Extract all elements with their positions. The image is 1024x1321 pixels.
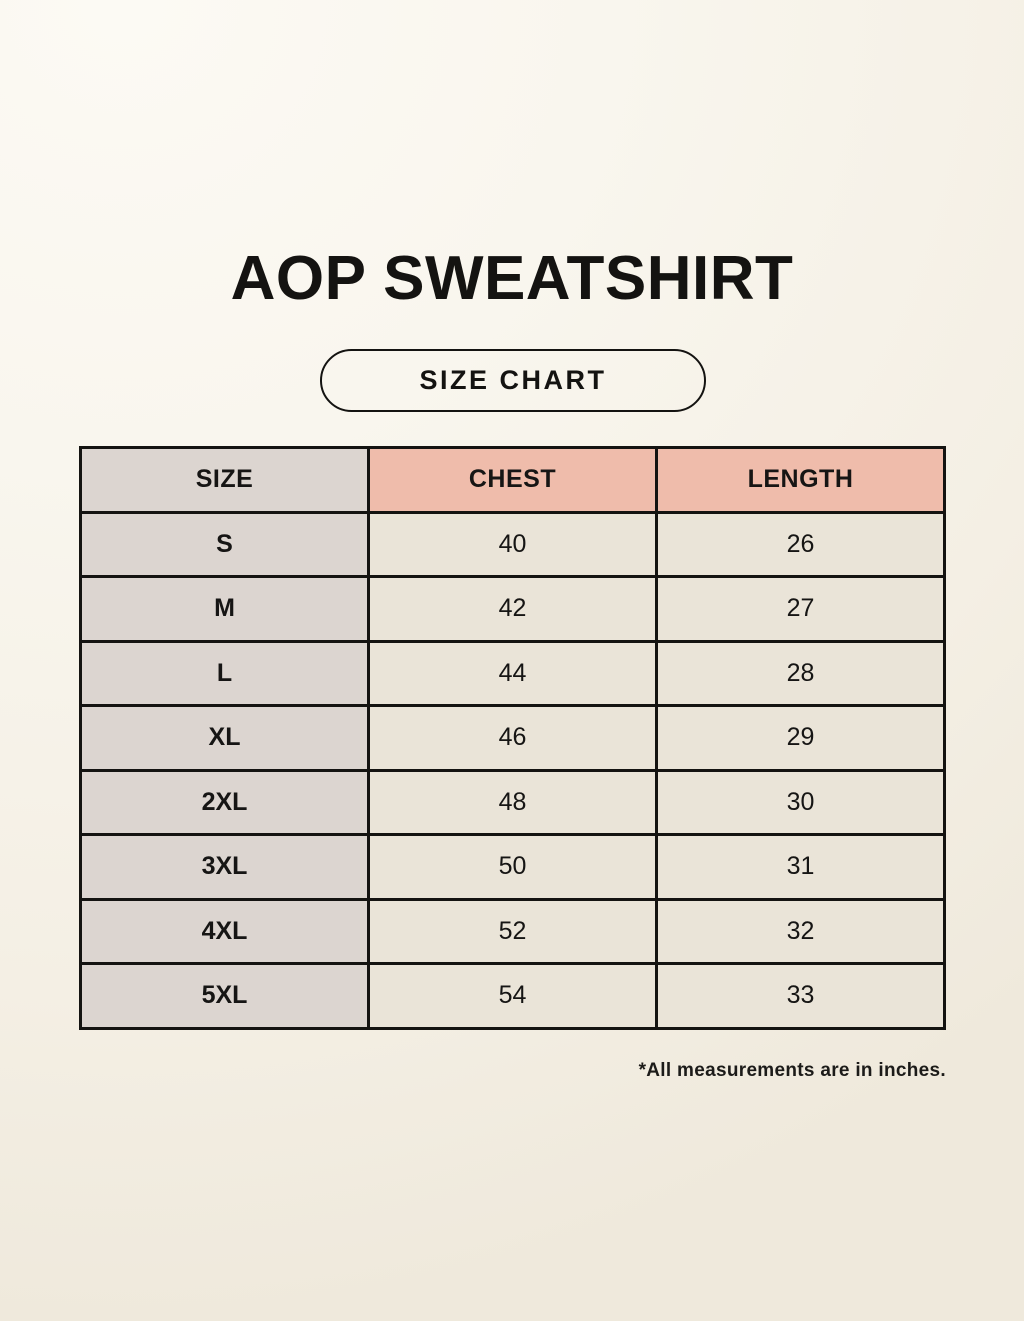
- chest-value: 44: [367, 639, 658, 707]
- table-row-2xl: 2XL 48 30: [79, 768, 946, 836]
- size-chart-badge: SIZE CHART: [320, 349, 706, 412]
- length-value: 26: [655, 510, 946, 578]
- measurements-footnote: *All measurements are in inches.: [638, 1060, 946, 1081]
- column-header-length: LENGTH: [655, 446, 946, 514]
- table-header-row: SIZE CHEST LENGTH: [79, 446, 946, 514]
- column-header-chest: CHEST: [367, 446, 658, 514]
- table-row-m: M 42 27: [79, 575, 946, 643]
- length-value: 32: [655, 897, 946, 965]
- chest-value: 50: [367, 833, 658, 901]
- size-table: SIZE CHEST LENGTH S 40 26 M 42 27 L 44 2…: [79, 446, 946, 1030]
- size-label: 2XL: [79, 768, 370, 836]
- column-header-size: SIZE: [79, 446, 370, 514]
- page-title: AOP SWEATSHIRT: [230, 244, 794, 313]
- length-value: 33: [655, 962, 946, 1030]
- chest-value: 48: [367, 768, 658, 836]
- size-label: 4XL: [79, 897, 370, 965]
- table-row-xl: XL 46 29: [79, 704, 946, 772]
- chest-value: 42: [367, 575, 658, 643]
- chest-value: 54: [367, 962, 658, 1030]
- length-value: 27: [655, 575, 946, 643]
- chest-value: 40: [367, 510, 658, 578]
- table-row-s: S 40 26: [79, 510, 946, 578]
- chest-value: 52: [367, 897, 658, 965]
- size-label: S: [79, 510, 370, 578]
- size-label: L: [79, 639, 370, 707]
- table-row-l: L 44 28: [79, 639, 946, 707]
- table-row-3xl: 3XL 50 31: [79, 833, 946, 901]
- size-label: 3XL: [79, 833, 370, 901]
- size-chart-badge-label: SIZE CHART: [419, 365, 607, 395]
- size-label: XL: [79, 704, 370, 772]
- length-value: 28: [655, 639, 946, 707]
- length-value: 29: [655, 704, 946, 772]
- table-row-5xl: 5XL 54 33: [79, 962, 946, 1030]
- length-value: 31: [655, 833, 946, 901]
- length-value: 30: [655, 768, 946, 836]
- size-label: 5XL: [79, 962, 370, 1030]
- size-label: M: [79, 575, 370, 643]
- chest-value: 46: [367, 704, 658, 772]
- table-row-4xl: 4XL 52 32: [79, 897, 946, 965]
